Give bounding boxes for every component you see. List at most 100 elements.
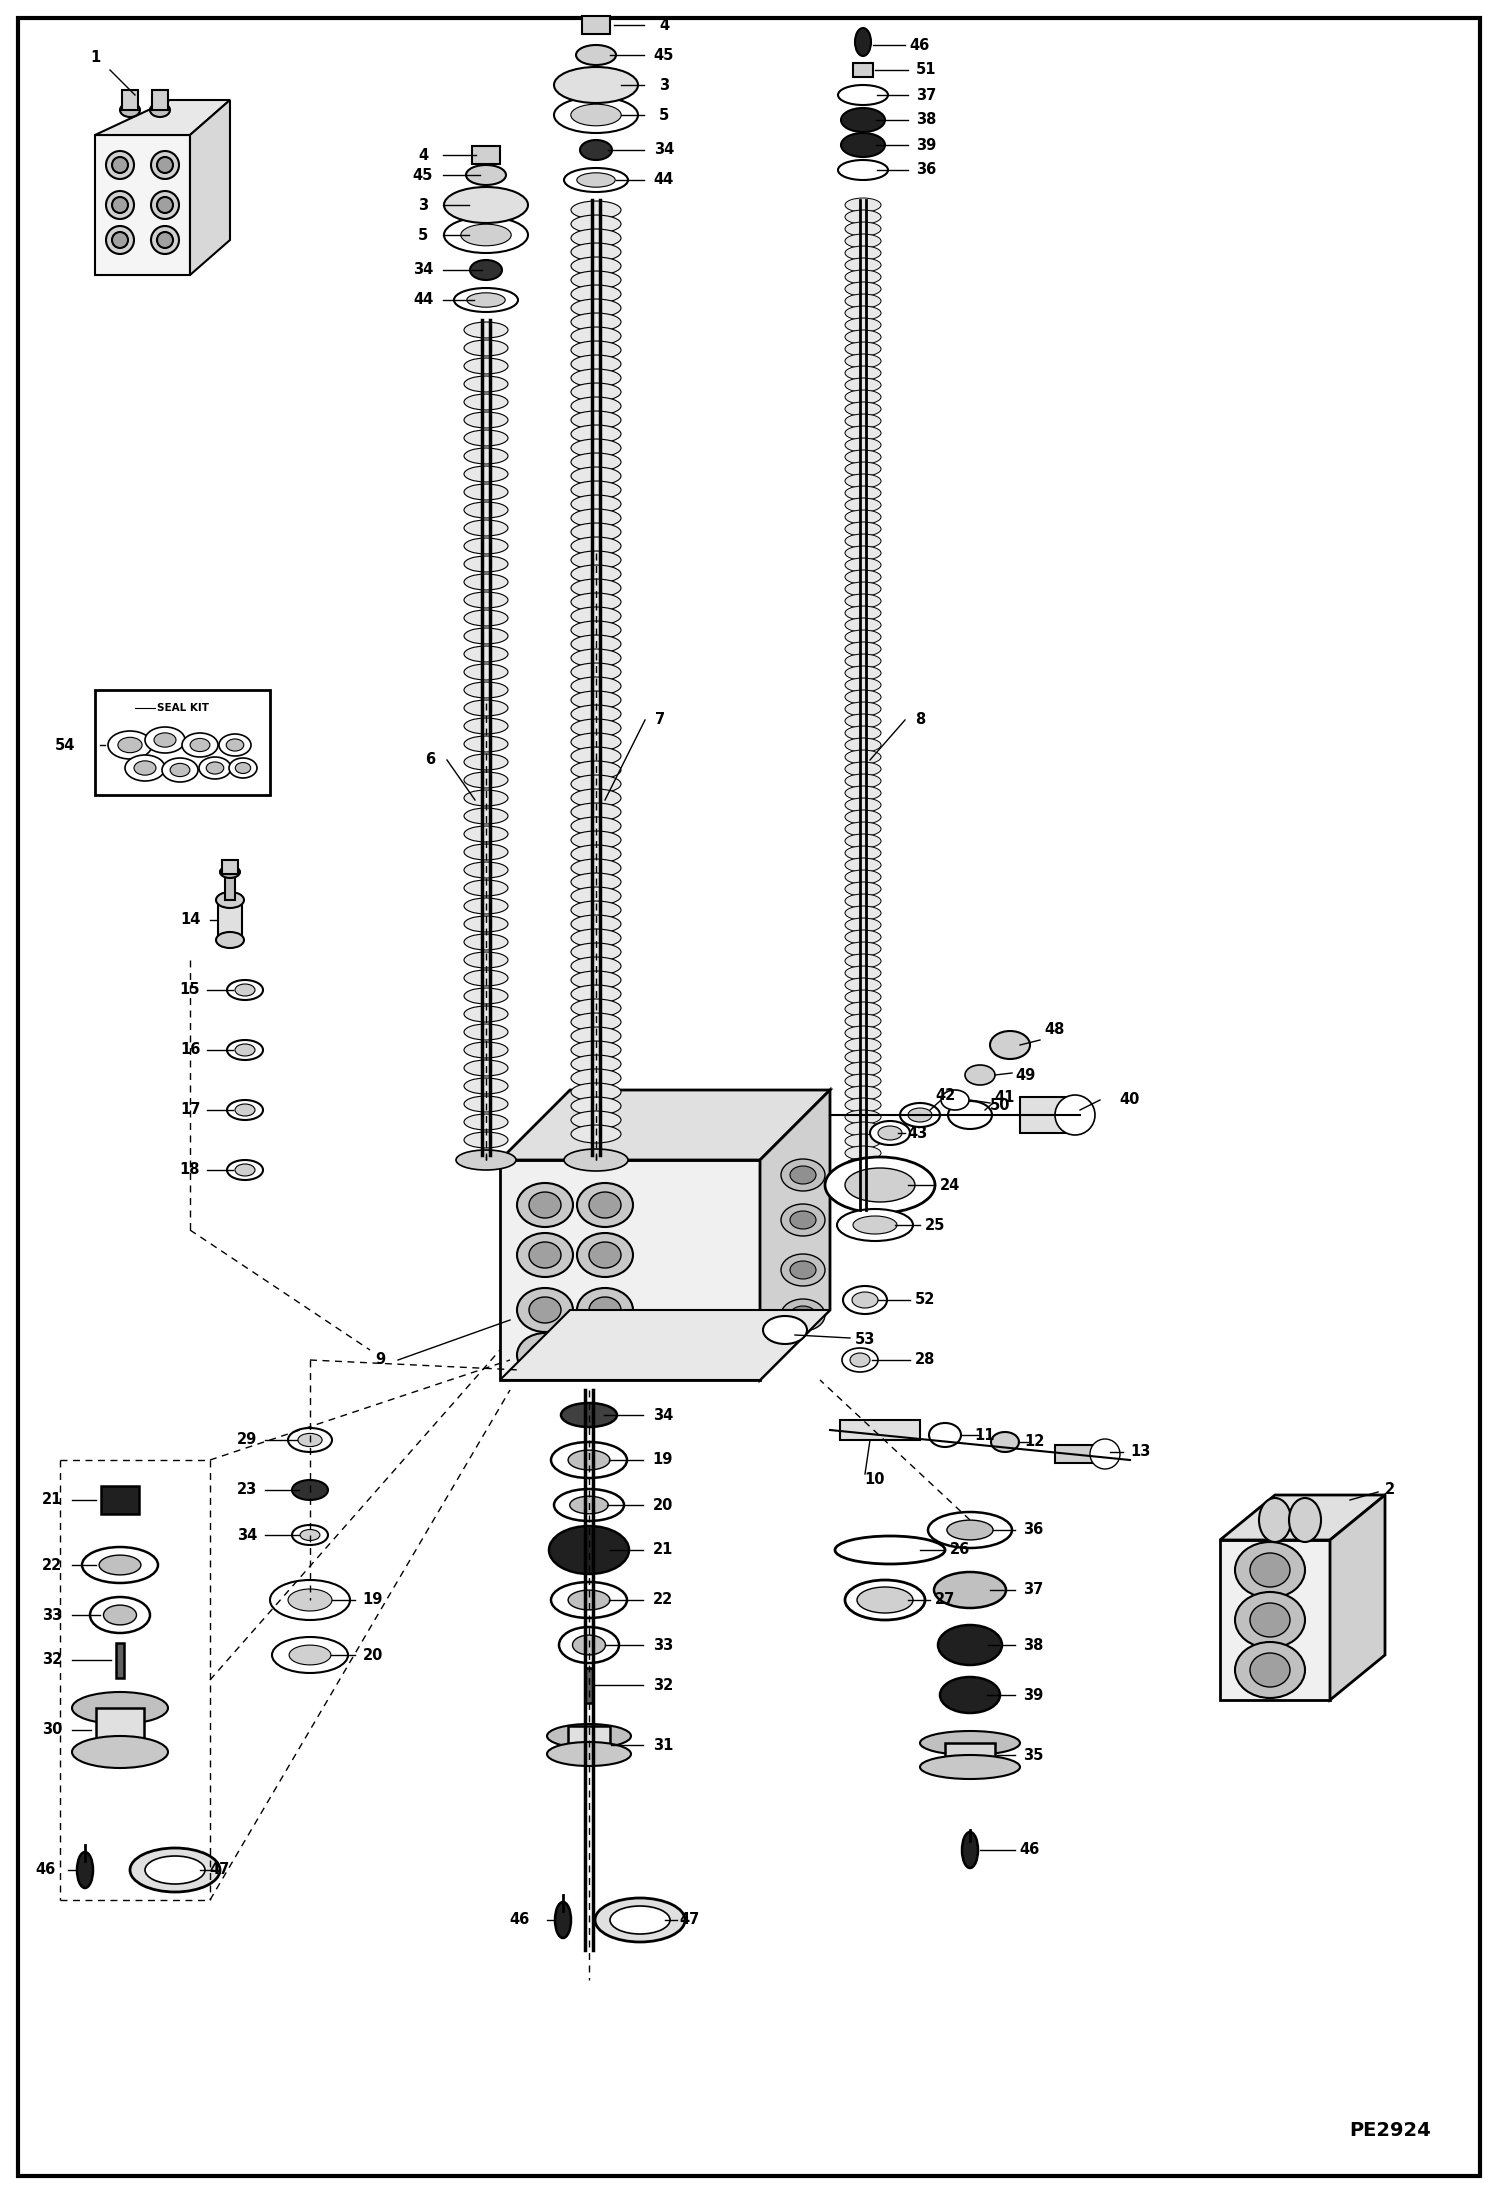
Ellipse shape [571, 592, 622, 610]
Text: 12: 12 [1025, 1435, 1046, 1450]
Ellipse shape [762, 1316, 807, 1345]
Text: 8: 8 [915, 713, 926, 728]
Text: 40: 40 [1121, 1093, 1140, 1108]
Ellipse shape [845, 1121, 881, 1136]
Ellipse shape [845, 1167, 915, 1202]
Ellipse shape [571, 1027, 622, 1044]
Bar [583, 15, 610, 33]
Ellipse shape [845, 474, 881, 487]
Bar [94, 689, 270, 794]
Ellipse shape [571, 369, 622, 386]
Ellipse shape [571, 1055, 622, 1073]
Ellipse shape [845, 402, 881, 417]
Ellipse shape [130, 1847, 220, 1891]
Text: 52: 52 [915, 1292, 935, 1308]
Text: 38: 38 [1023, 1637, 1043, 1652]
Ellipse shape [443, 186, 527, 224]
Text: PE2924: PE2924 [1350, 2119, 1431, 2139]
Ellipse shape [464, 1007, 508, 1022]
Text: 5: 5 [659, 108, 670, 123]
Ellipse shape [908, 1108, 932, 1121]
Polygon shape [190, 101, 231, 274]
Text: 43: 43 [908, 1126, 929, 1141]
Ellipse shape [845, 941, 881, 957]
Text: 22: 22 [653, 1593, 673, 1608]
Text: 51: 51 [915, 61, 936, 77]
Ellipse shape [845, 654, 881, 667]
Text: 45: 45 [413, 167, 433, 182]
Ellipse shape [154, 733, 175, 748]
Ellipse shape [464, 1132, 508, 1147]
Bar [852, 64, 873, 77]
Ellipse shape [852, 1215, 897, 1233]
Ellipse shape [464, 375, 508, 393]
Ellipse shape [72, 1692, 168, 1724]
Text: 4: 4 [418, 147, 428, 162]
Ellipse shape [845, 1097, 881, 1112]
Ellipse shape [845, 1051, 881, 1064]
Ellipse shape [559, 1628, 619, 1663]
Ellipse shape [571, 522, 622, 542]
Text: 46: 46 [509, 1913, 530, 1929]
Ellipse shape [220, 867, 240, 878]
Ellipse shape [1249, 1652, 1290, 1687]
Ellipse shape [571, 998, 622, 1018]
Ellipse shape [852, 1292, 878, 1308]
Ellipse shape [1249, 1604, 1290, 1637]
Text: 34: 34 [237, 1527, 258, 1542]
Ellipse shape [571, 720, 622, 737]
Ellipse shape [1249, 1553, 1290, 1586]
Ellipse shape [845, 509, 881, 524]
Text: 47: 47 [210, 1863, 231, 1878]
Ellipse shape [780, 1255, 825, 1286]
Text: 48: 48 [1044, 1022, 1065, 1038]
Ellipse shape [845, 366, 881, 380]
Ellipse shape [464, 520, 508, 535]
Ellipse shape [571, 873, 622, 891]
Ellipse shape [1288, 1499, 1321, 1542]
Ellipse shape [571, 761, 622, 779]
Ellipse shape [845, 689, 881, 704]
Ellipse shape [464, 1025, 508, 1040]
Bar [96, 1707, 144, 1753]
Ellipse shape [571, 845, 622, 862]
Text: 35: 35 [1023, 1746, 1043, 1762]
Ellipse shape [577, 1183, 634, 1226]
Ellipse shape [569, 1496, 608, 1514]
Ellipse shape [72, 1735, 168, 1768]
Ellipse shape [845, 871, 881, 884]
Ellipse shape [845, 450, 881, 463]
Ellipse shape [298, 1433, 322, 1446]
Text: 20: 20 [363, 1648, 383, 1663]
Ellipse shape [571, 480, 622, 498]
Ellipse shape [571, 704, 622, 724]
Ellipse shape [571, 957, 622, 974]
Ellipse shape [845, 989, 881, 1005]
Ellipse shape [845, 834, 881, 849]
Bar [840, 1420, 920, 1439]
Text: 36: 36 [1023, 1523, 1043, 1538]
Bar [568, 1727, 610, 1753]
Ellipse shape [845, 799, 881, 812]
Ellipse shape [464, 717, 508, 735]
Ellipse shape [571, 663, 622, 680]
Ellipse shape [571, 816, 622, 836]
Ellipse shape [464, 807, 508, 825]
Ellipse shape [464, 323, 508, 338]
Text: 19: 19 [363, 1593, 383, 1608]
Ellipse shape [1234, 1542, 1305, 1597]
Ellipse shape [845, 415, 881, 428]
Ellipse shape [568, 1591, 610, 1610]
Ellipse shape [845, 522, 881, 535]
Ellipse shape [845, 426, 881, 441]
Ellipse shape [947, 1520, 993, 1540]
Ellipse shape [228, 1099, 264, 1119]
Ellipse shape [571, 678, 622, 695]
Ellipse shape [551, 1582, 628, 1617]
Ellipse shape [845, 391, 881, 404]
Ellipse shape [151, 226, 178, 255]
Ellipse shape [529, 1297, 560, 1323]
Bar [219, 900, 243, 939]
Ellipse shape [845, 1014, 881, 1029]
Ellipse shape [235, 1044, 255, 1055]
